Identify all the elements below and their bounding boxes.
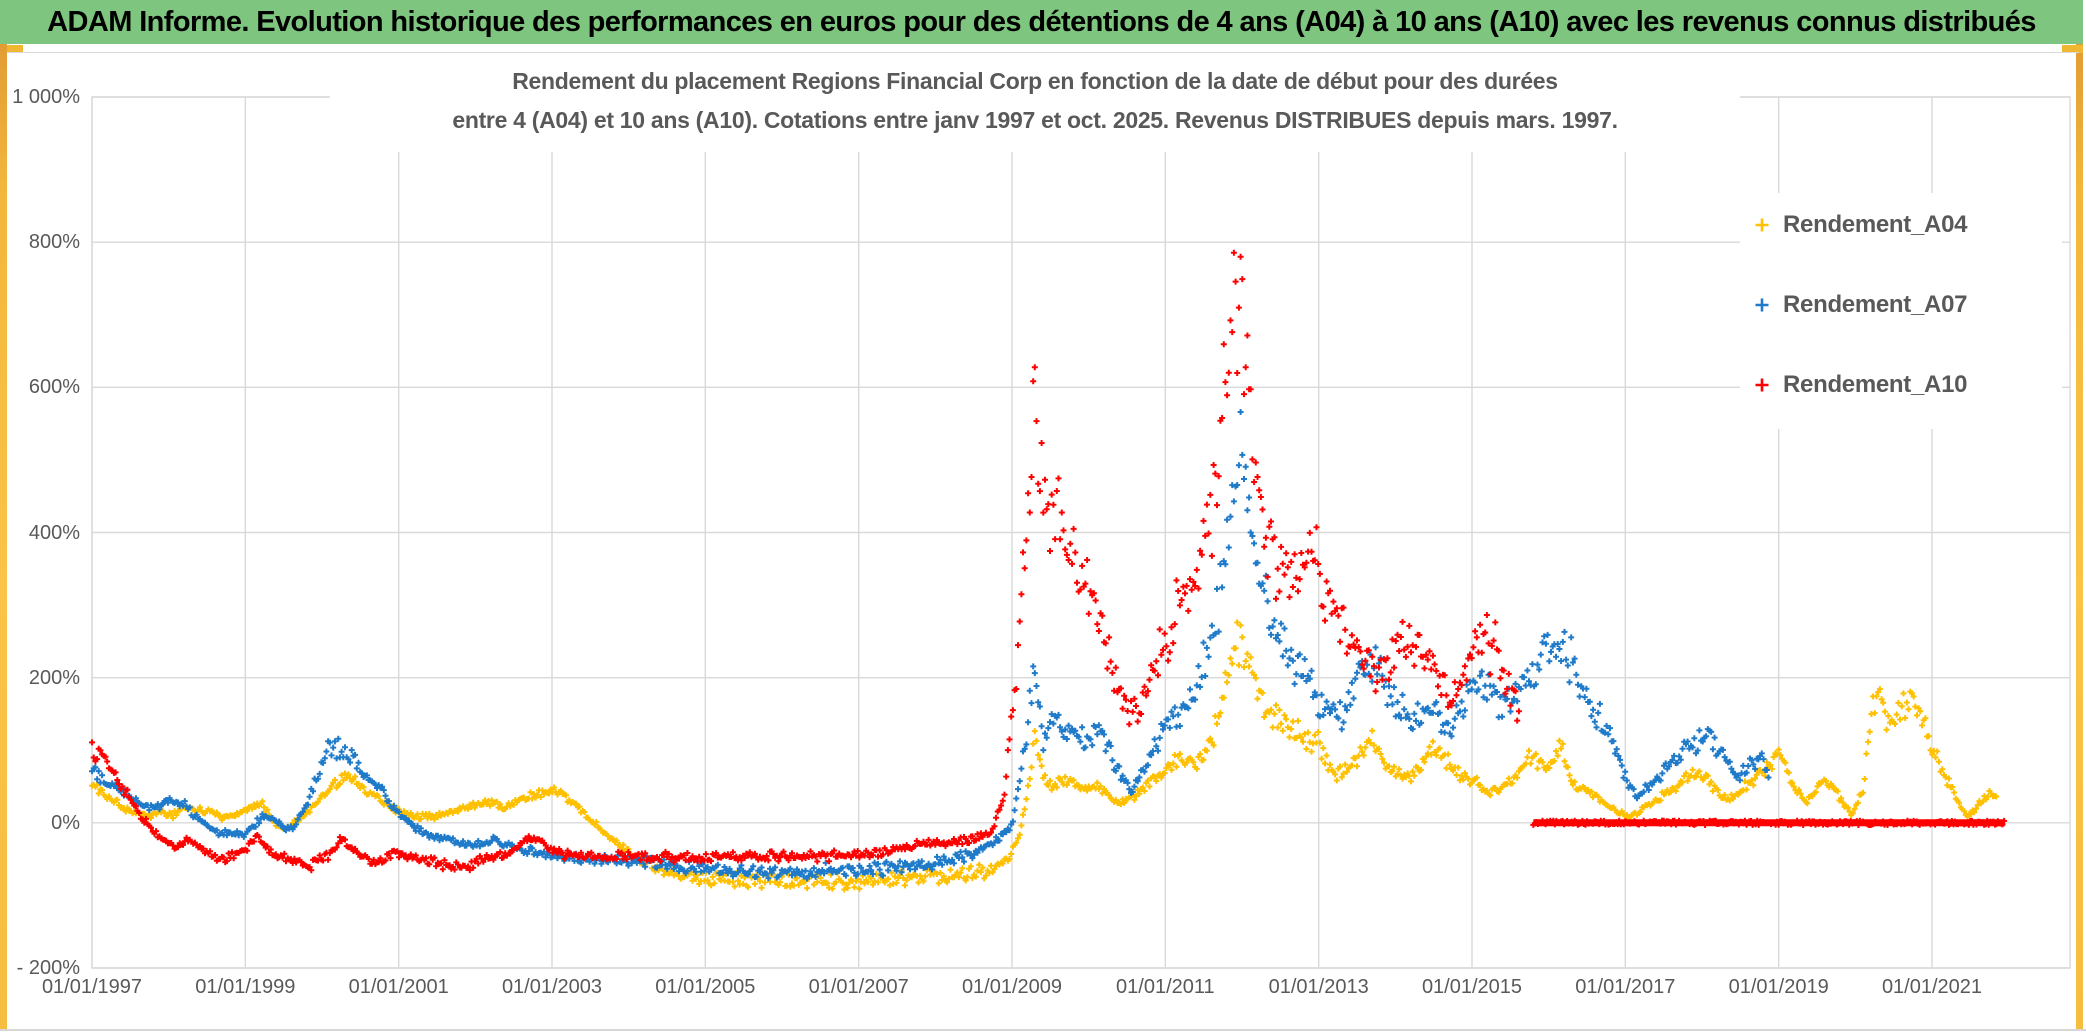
chart-title: Rendement du placement Regions Financial…: [330, 58, 1740, 152]
legend-item-Rendement_A10[interactable]: Rendement_A10: [1754, 368, 1967, 402]
x-tick-label-2011: 01/01/2011: [1116, 976, 1215, 998]
y-tick-label-800: 800%: [28, 231, 80, 254]
chart-bottom-border: [0, 1029, 2086, 1031]
left-edge-strip: [0, 44, 7, 1029]
legend-label: Rendement_A04: [1783, 211, 1968, 238]
series-Rendement_A07[interactable]: [89, 409, 1772, 882]
legend-label: Rendement_A10: [1783, 371, 1968, 398]
chart-title-line2: entre 4 (A04) et 10 ans (A10). Cotations…: [452, 107, 1618, 133]
legend-plus-marker-icon: [1755, 378, 1769, 392]
x-tick-label-2013: 01/01/2013: [1268, 976, 1369, 998]
chart-title-line1: Rendement du placement Regions Financial…: [512, 68, 1558, 94]
legend-plus-marker-icon: [1755, 298, 1769, 312]
x-tick-label-2001: 01/01/2001: [348, 976, 449, 998]
legend-label: Rendement_A07: [1783, 291, 1968, 318]
x-tick-label-2009: 01/01/2009: [961, 976, 1063, 998]
chart-top-border: [7, 52, 2079, 53]
legend-item-Rendement_A04[interactable]: Rendement_A04: [1754, 208, 1967, 242]
y-tick-label-200: 200%: [28, 666, 80, 689]
x-tick-label-2019: 01/01/2019: [1728, 976, 1829, 998]
y-tick-label-0: 0%: [51, 811, 80, 834]
y-tick-label-1000: 1 000%: [12, 86, 80, 108]
x-tick-label-2003: 01/01/2003: [501, 976, 603, 998]
x-tick-label-2015: 01/01/2015: [1421, 976, 1523, 998]
legend-plus-marker-icon: [1755, 218, 1769, 232]
right-edge-strip: [2076, 44, 2083, 1029]
x-tick-label-2007: 01/01/2007: [808, 976, 909, 998]
series-Rendement_A10[interactable]: [89, 249, 1522, 874]
x-tick-label-2005: 01/01/2005: [655, 976, 756, 998]
series-Rendement_A04[interactable]: [89, 619, 2000, 893]
x-tick-label-2021: 01/01/2021: [1881, 976, 1983, 998]
y-tick-label--200: - 200%: [16, 957, 80, 979]
left-corner-dash: [7, 45, 23, 53]
right-corner-dash: [2062, 45, 2083, 53]
legend[interactable]: Rendement_A04 Rendement_A07 Rendement_A10: [1740, 193, 2062, 429]
x-tick-label-2017: 01/01/2017: [1575, 976, 1676, 998]
series-Rendement_A10-zero-markers: [1530, 817, 2008, 828]
legend-item-Rendement_A07[interactable]: Rendement_A07: [1754, 288, 1967, 322]
x-tick-label-1999: 01/01/1999: [195, 976, 296, 998]
banner-title: ADAM Informe. Evolution historique des p…: [47, 5, 2036, 38]
banner: ADAM Informe. Evolution historique des p…: [0, 0, 2083, 44]
x-tick-label-1997: 01/01/1997: [41, 976, 143, 998]
y-tick-label-600: 600%: [28, 376, 80, 399]
y-tick-label-400: 400%: [28, 521, 80, 544]
